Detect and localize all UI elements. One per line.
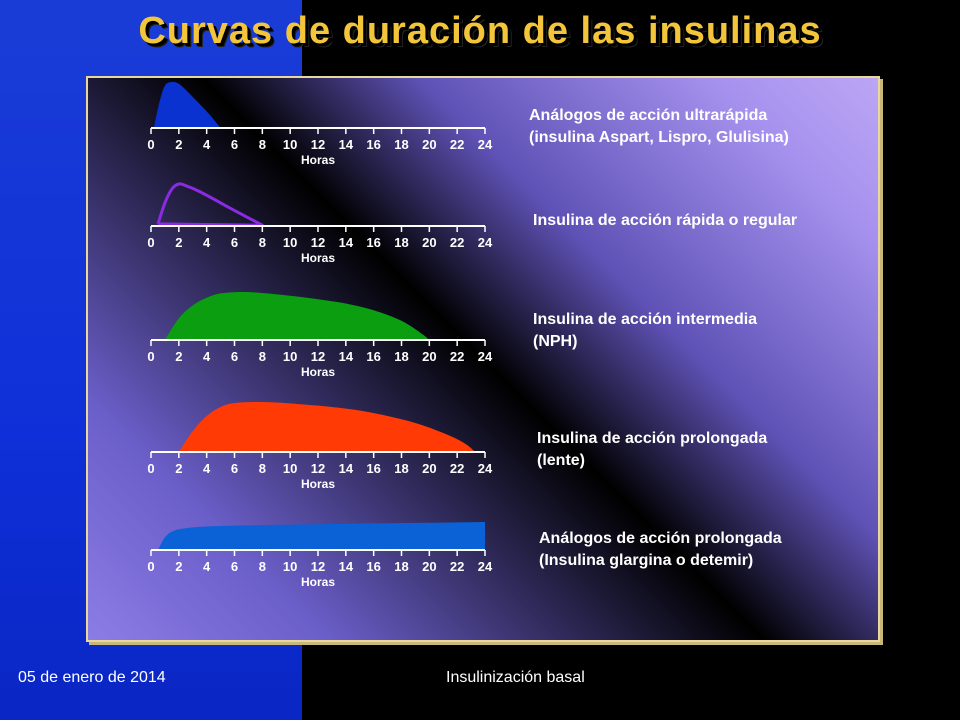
tick-label-0-4: 4 bbox=[203, 137, 211, 152]
tick-label-2-6: 6 bbox=[231, 349, 238, 364]
tick-label-2-18: 18 bbox=[394, 349, 408, 364]
tick-label-2-24: 24 bbox=[478, 349, 493, 364]
tick-label-3-12: 12 bbox=[311, 461, 325, 476]
tick-label-0-20: 20 bbox=[422, 137, 436, 152]
tick-label-0-8: 8 bbox=[259, 137, 266, 152]
tick-label-1-0: 0 bbox=[147, 235, 154, 250]
tick-label-0-14: 14 bbox=[339, 137, 354, 152]
tick-label-1-2: 2 bbox=[175, 235, 182, 250]
tick-label-2-12: 12 bbox=[311, 349, 325, 364]
tick-label-3-10: 10 bbox=[283, 461, 297, 476]
label-analogos-prolongada: Análogos de acción prolongada (Insulina … bbox=[539, 530, 782, 569]
tick-label-2-0: 0 bbox=[147, 349, 154, 364]
curve-outline-1 bbox=[156, 182, 264, 227]
tick-label-2-2: 2 bbox=[175, 349, 182, 364]
tick-label-1-24: 24 bbox=[478, 235, 493, 250]
tick-label-1-8: 8 bbox=[259, 235, 266, 250]
tick-label-4-24: 24 bbox=[478, 559, 493, 574]
label-prolongada: Insulina de acción prolongada (lente) bbox=[537, 430, 768, 469]
tick-label-3-24: 24 bbox=[478, 461, 493, 476]
tick-label-4-2: 2 bbox=[175, 559, 182, 574]
tick-label-0-24: 24 bbox=[478, 137, 493, 152]
label-intermedia: Insulina de acción intermedia (NPH) bbox=[533, 311, 758, 350]
tick-label-1-18: 18 bbox=[394, 235, 408, 250]
tick-label-1-4: 4 bbox=[203, 235, 211, 250]
tick-label-0-22: 22 bbox=[450, 137, 464, 152]
tick-label-3-0: 0 bbox=[147, 461, 154, 476]
tick-label-1-12: 12 bbox=[311, 235, 325, 250]
tick-label-0-0: 0 bbox=[147, 137, 154, 152]
tick-label-2-4: 4 bbox=[203, 349, 211, 364]
curve-area-3 bbox=[178, 401, 476, 452]
tick-label-3-2: 2 bbox=[175, 461, 182, 476]
tick-label-4-14: 14 bbox=[339, 559, 354, 574]
xlabel-4: Horas bbox=[301, 575, 335, 589]
chart-panel: 0 2 4 6 8 10 12 14 16 18 20 22 24 Horas 0 2 4 6 8 10 12 14 16 1… bbox=[86, 76, 880, 642]
xlabel-1: Horas bbox=[301, 251, 335, 265]
tick-label-3-6: 6 bbox=[231, 461, 238, 476]
tick-label-4-0: 0 bbox=[147, 559, 154, 574]
tick-label-3-4: 4 bbox=[203, 461, 211, 476]
curve-area-0 bbox=[153, 81, 221, 128]
tick-label-1-20: 20 bbox=[422, 235, 436, 250]
tick-label-2-20: 20 bbox=[422, 349, 436, 364]
tick-label-4-12: 12 bbox=[311, 559, 325, 574]
tick-label-4-18: 18 bbox=[394, 559, 408, 574]
tick-label-2-22: 22 bbox=[450, 349, 464, 364]
tick-label-3-8: 8 bbox=[259, 461, 266, 476]
tick-label-4-8: 8 bbox=[259, 559, 266, 574]
curve-area-2 bbox=[164, 291, 430, 340]
tick-label-1-22: 22 bbox=[450, 235, 464, 250]
tick-label-1-14: 14 bbox=[339, 235, 354, 250]
tick-label-4-22: 22 bbox=[450, 559, 464, 574]
tick-label-0-10: 10 bbox=[283, 137, 297, 152]
xlabel-0: Horas bbox=[301, 153, 335, 167]
tick-label-1-10: 10 bbox=[283, 235, 297, 250]
tick-label-0-2: 2 bbox=[175, 137, 182, 152]
footer-date: 05 de enero de 2014 bbox=[18, 669, 166, 686]
tick-label-0-6: 6 bbox=[231, 137, 238, 152]
tick-label-4-20: 20 bbox=[422, 559, 436, 574]
label-rapida: Insulina de acción rápida o regular bbox=[533, 212, 798, 229]
tick-label-0-18: 18 bbox=[394, 137, 408, 152]
tick-label-1-16: 16 bbox=[366, 235, 380, 250]
tick-label-3-22: 22 bbox=[450, 461, 464, 476]
tick-label-3-16: 16 bbox=[366, 461, 380, 476]
tick-label-2-14: 14 bbox=[339, 349, 354, 364]
tick-label-3-14: 14 bbox=[339, 461, 354, 476]
xlabel-2: Horas bbox=[301, 365, 335, 379]
tick-label-4-4: 4 bbox=[203, 559, 211, 574]
label-ultrarapida: Análogos de acción ultrarápida (insulina… bbox=[529, 107, 789, 146]
slide-title: Curvas de duración de las insulinas bbox=[138, 10, 822, 52]
tick-label-4-10: 10 bbox=[283, 559, 297, 574]
tick-label-0-16: 16 bbox=[366, 137, 380, 152]
tick-label-0-12: 12 bbox=[311, 137, 325, 152]
tick-label-2-16: 16 bbox=[366, 349, 380, 364]
tick-label-2-8: 8 bbox=[259, 349, 266, 364]
tick-label-4-6: 6 bbox=[231, 559, 238, 574]
tick-label-3-18: 18 bbox=[394, 461, 408, 476]
tick-label-1-6: 6 bbox=[231, 235, 238, 250]
xlabel-3: Horas bbox=[301, 477, 335, 491]
tick-label-4-16: 16 bbox=[366, 559, 380, 574]
tick-label-2-10: 10 bbox=[283, 349, 297, 364]
footer-title: Insulinización basal bbox=[446, 669, 585, 686]
curve-area-4 bbox=[157, 522, 485, 550]
tick-label-3-20: 20 bbox=[422, 461, 436, 476]
